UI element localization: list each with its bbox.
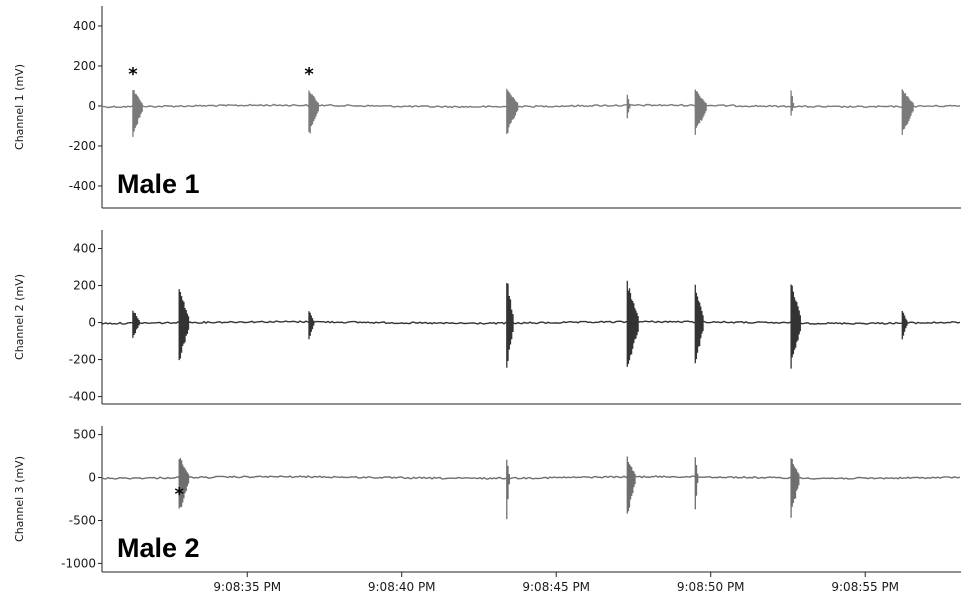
event-marker: * — [304, 64, 314, 85]
signal-burst — [694, 89, 707, 135]
signal-baseline — [101, 320, 961, 325]
signal-burst-path — [506, 283, 514, 368]
y-tick-label: -200 — [69, 139, 96, 153]
signal-burst-path — [506, 459, 510, 520]
signal-burst — [626, 280, 639, 367]
x-axis: 9:08:35 PM 9:08:40 PM 9:08:45 PM 9:08:50 PM… — [213, 572, 899, 594]
signal-burst-path — [790, 284, 801, 369]
signal-burst — [506, 459, 510, 520]
event-marker: * — [175, 484, 185, 505]
signal-burst-path — [694, 284, 704, 364]
signal-burst — [626, 456, 636, 514]
y-tick-label: -400 — [69, 179, 96, 193]
y-tick-label: 200 — [73, 59, 96, 73]
y-tick-label: 0 — [88, 471, 96, 485]
y-tick-label: 0 — [88, 316, 96, 330]
signal-burst — [308, 90, 319, 134]
y-tick-label: -400 — [69, 390, 96, 404]
signal-burst — [506, 283, 514, 368]
x-tick-label: 9:08:35 PM — [213, 580, 281, 594]
y-tick-label: -500 — [69, 513, 96, 527]
signal-burst-path — [694, 89, 707, 135]
signal-burst — [308, 311, 315, 340]
y-axis-label: Channel 1 (mV) — [13, 64, 26, 150]
signal-burst — [178, 458, 190, 509]
signal-burst-path — [901, 89, 914, 135]
x-tick-label: 9:08:50 PM — [677, 580, 745, 594]
panel-label: Male 1 — [117, 169, 200, 199]
panel-3: 500 0 -500 -1000 Channel 3 (mV) * Male 2 — [13, 426, 961, 573]
signal-burst-path — [178, 458, 190, 509]
signal-baseline — [101, 475, 961, 480]
signal-burst — [790, 458, 800, 518]
panel-label: Male 2 — [117, 533, 200, 563]
signal-burst — [694, 284, 704, 364]
y-tick-label: 0 — [88, 99, 96, 113]
signal-burst-path — [308, 90, 319, 134]
signal-baseline — [101, 103, 961, 109]
signal-burst-path — [694, 457, 699, 510]
signal-burst-path — [790, 90, 795, 116]
signal-burst — [790, 90, 795, 116]
signal-burst-path — [790, 458, 800, 518]
signal-burst-path — [626, 280, 639, 367]
panel-2: 400 200 0 -200 -400 Channel 2 (mV) — [13, 230, 961, 405]
y-tick-label: 400 — [73, 19, 96, 33]
y-tick-label: -200 — [69, 353, 96, 367]
y-tick-label: 200 — [73, 279, 96, 293]
event-marker: * — [128, 64, 138, 85]
signal-burst — [132, 310, 140, 338]
signal-burst — [790, 284, 801, 369]
signal-burst — [626, 94, 631, 119]
x-tick-label: 9:08:40 PM — [368, 580, 436, 594]
panel-1: 400 200 0 -200 -400 Channel 1 (mV) * * Male 1 — [13, 6, 961, 209]
signal-burst-path — [901, 311, 908, 340]
signal-burst — [132, 90, 143, 137]
y-axis-label: Channel 2 (mV) — [13, 274, 26, 360]
y-tick-label: 500 — [73, 428, 96, 442]
signal-burst — [694, 457, 699, 510]
signal-burst-path — [132, 90, 143, 137]
signal-burst — [178, 289, 190, 361]
y-tick-label: 400 — [73, 242, 96, 256]
signal-burst — [901, 89, 914, 135]
signal-burst-path — [308, 311, 315, 340]
signal-burst-path — [178, 289, 190, 361]
y-tick-label: -1000 — [61, 556, 96, 570]
signal-burst — [506, 88, 519, 134]
signal-burst-path — [626, 456, 636, 514]
y-axis-label: Channel 3 (mV) — [13, 456, 26, 542]
x-tick-label: 9:08:55 PM — [831, 580, 899, 594]
signal-burst — [901, 311, 908, 340]
signal-burst-path — [132, 310, 140, 338]
x-tick-label: 9:08:45 PM — [522, 580, 590, 594]
signal-burst-path — [626, 94, 631, 119]
signal-burst-path — [506, 88, 519, 134]
